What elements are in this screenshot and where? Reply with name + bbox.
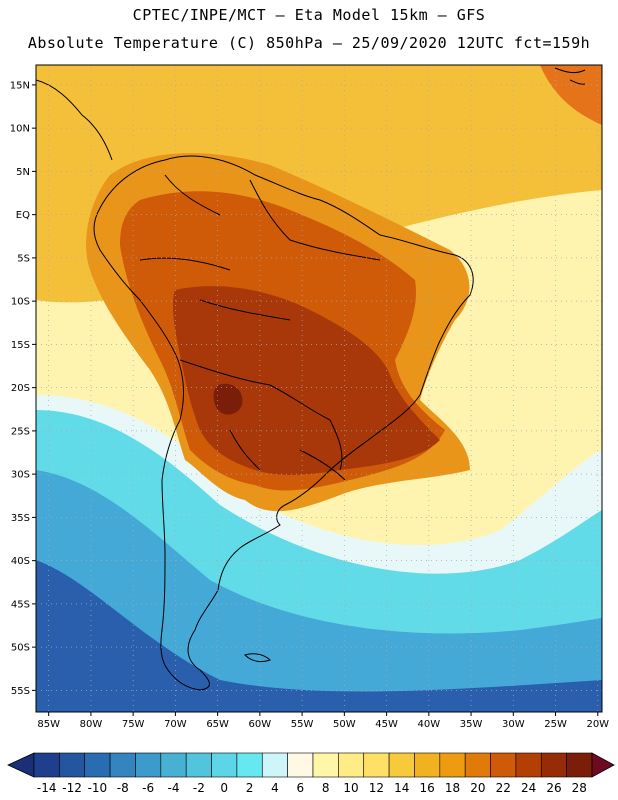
lat-tick-label: 35S (11, 513, 30, 524)
colorbar-swatch (414, 752, 441, 778)
lon-tick-label: 80W (80, 719, 103, 730)
colorbar-label: 26 (546, 781, 561, 795)
lon-tick-label: 35W (460, 719, 483, 730)
colorbar-swatch (160, 752, 187, 778)
colorbar-swatch (185, 752, 212, 778)
longitude-axis: 85W 80W 75W 70W 65W 60W 55W 50W 45W 40W 35W 30W 25W 2… (37, 712, 609, 730)
colorbar-over-arrow (591, 752, 615, 778)
colorbar-label: -8 (117, 781, 129, 795)
lon-tick-label: 25W (544, 719, 567, 730)
lon-tick-label: 30W (502, 719, 525, 730)
lon-tick-label: 50W (333, 719, 356, 730)
colorbar-label: 16 (419, 781, 434, 795)
coastlines-and-borders (36, 67, 586, 691)
colorbar-label: -2 (193, 781, 205, 795)
colorbar-label: -14 (37, 781, 57, 795)
ocean-blue-field (36, 470, 602, 712)
colorbar-label: 28 (572, 781, 587, 795)
lat-tick-label: 10S (11, 297, 30, 308)
lon-tick-label: 45W (375, 719, 398, 730)
colorbar-swatch (338, 752, 365, 778)
colorbar-label: 14 (394, 781, 409, 795)
lon-tick-label: 40W (418, 719, 441, 730)
colorbar-label: 6 (296, 781, 304, 795)
lon-tick-label: 70W (164, 719, 187, 730)
colorbar-swatch (211, 752, 238, 778)
south-america-coastline (93, 155, 474, 691)
lon-tick-label: 60W (249, 719, 272, 730)
latitude-axis: 15N 10N 5N EQ 5S 10S 15S 20S 25S 30S 35S 40S 45S 50S 5… (10, 80, 36, 697)
chart-title-line1: CPTEC/INPE/MCT – Eta Model 15km – GFS (132, 6, 486, 24)
colorbar-swatch (464, 752, 491, 778)
lat-tick-label: 15N (10, 80, 30, 91)
lat-tick-label: 5N (16, 167, 30, 178)
lat-tick-label: 45S (11, 599, 30, 610)
lon-tick-label: 55W (291, 719, 314, 730)
colorbar: -14 -12 -10 -8 -6 -4 -2 0 2 4 6 8 10 12 14 16 18 20 22 24 26… (7, 752, 615, 795)
colorbar-label: 0 (220, 781, 228, 795)
colorbar-swatch (109, 752, 136, 778)
lon-tick-label: 20W (586, 719, 609, 730)
colorbar-swatch (261, 752, 288, 778)
colorbar-label: 10 (343, 781, 358, 795)
lat-tick-label: 5S (17, 253, 30, 264)
colorbar-swatch (363, 752, 390, 778)
colorbar-swatch (33, 752, 60, 778)
lat-tick-label: EQ (16, 210, 30, 221)
colorbar-label: 8 (322, 781, 330, 795)
colorbar-label: 12 (369, 781, 384, 795)
colorbar-swatch (388, 752, 415, 778)
colorbar-swatch (515, 752, 542, 778)
lat-tick-label: 50S (11, 643, 30, 654)
lat-tick-label: 20S (11, 383, 30, 394)
colorbar-swatch (312, 752, 339, 778)
lat-tick-label: 15S (11, 340, 30, 351)
colorbar-swatch (490, 752, 517, 778)
lat-tick-label: 25S (11, 426, 30, 437)
colorbar-label: 4 (271, 781, 279, 795)
colorbar-label: 24 (521, 781, 536, 795)
land-extreme-field (213, 383, 243, 415)
falkland-islands (244, 653, 271, 663)
ocean-deep-field (36, 560, 602, 712)
chart-title-line2: Absolute Temperature (C) 850hPa – 25/09/… (27, 34, 591, 52)
colorbar-swatch (566, 752, 593, 778)
map-frame (35, 64, 603, 713)
colorbar-swatch (59, 752, 86, 778)
lon-tick-label: 75W (122, 719, 145, 730)
colorbar-swatch (540, 752, 567, 778)
colorbar-label: -10 (88, 781, 108, 795)
colorbar-label: -12 (62, 781, 82, 795)
colorbar-swatch (236, 752, 263, 778)
colorbar-label: -4 (168, 781, 180, 795)
lat-tick-label: 10N (10, 124, 30, 135)
colorbar-swatch (84, 752, 111, 778)
central-america-coastline (36, 79, 113, 161)
land-very-hot-field (172, 286, 440, 475)
colorbar-swatch (135, 752, 162, 778)
caribbean-islands (554, 67, 586, 85)
colorbar-label: 18 (445, 781, 460, 795)
colorbar-under-arrow (7, 752, 35, 778)
colorbar-label: 22 (496, 781, 511, 795)
lon-tick-label: 85W (37, 719, 60, 730)
lat-tick-label: 55S (11, 686, 30, 697)
colorbar-label: 2 (246, 781, 254, 795)
colorbar-swatch (287, 752, 314, 778)
colorbar-label: 20 (470, 781, 485, 795)
colorbar-swatch (439, 752, 466, 778)
lat-tick-label: 30S (11, 470, 30, 481)
temperature-field (36, 65, 602, 712)
lat-tick-label: 40S (11, 556, 30, 567)
colorbar-label: -6 (142, 781, 154, 795)
lon-tick-label: 65W (206, 719, 229, 730)
country-borders (139, 174, 381, 481)
